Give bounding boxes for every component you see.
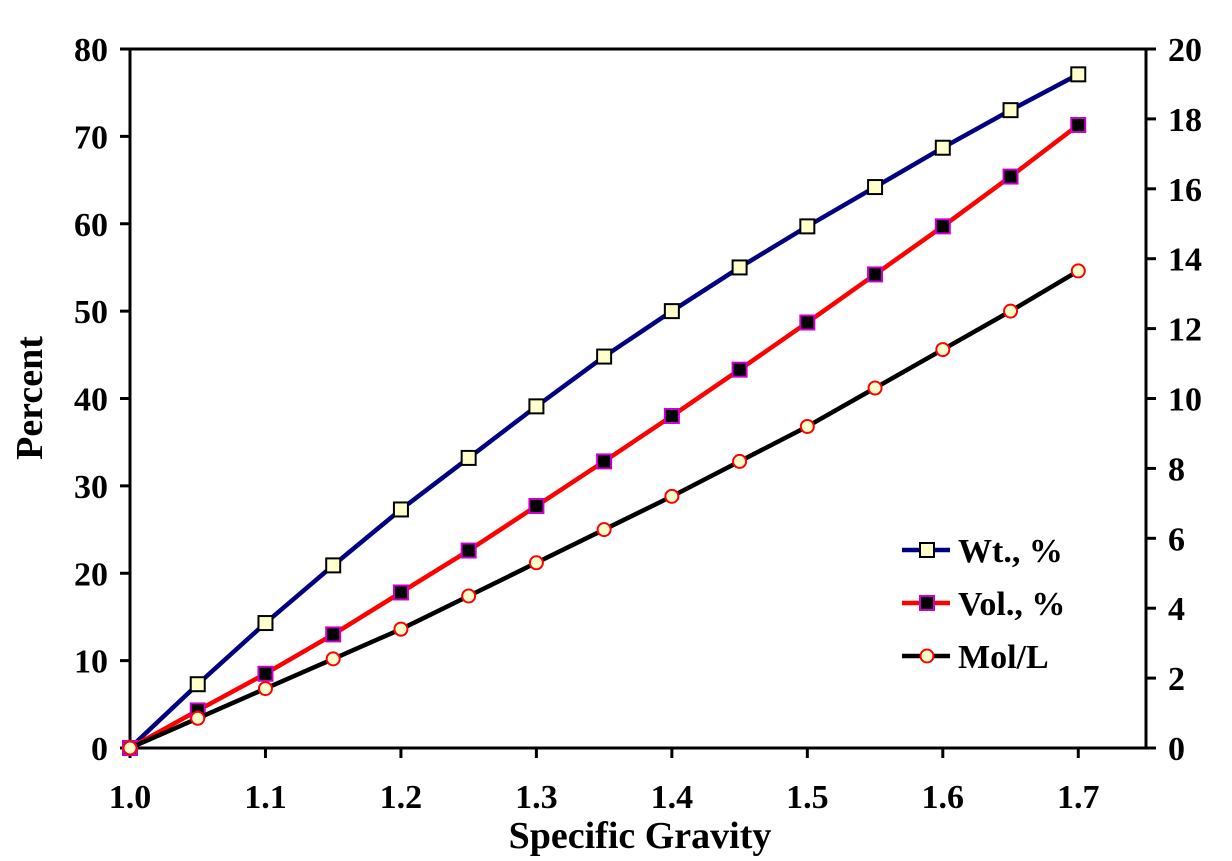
data-point — [596, 522, 612, 538]
y-tick-label: 40 — [74, 382, 108, 419]
legend-marker — [919, 595, 935, 611]
data-point — [731, 259, 748, 276]
data-point — [935, 342, 951, 358]
data-point — [867, 266, 884, 283]
data-point — [528, 497, 545, 514]
data-point — [732, 453, 748, 469]
data-point — [325, 651, 341, 667]
x-axis-title: Specific Gravity — [509, 815, 772, 857]
data-point — [528, 398, 545, 415]
data-point — [663, 407, 680, 424]
legend-label: Vol., % — [958, 586, 1065, 623]
y2-tick-label: 6 — [1168, 521, 1185, 558]
data-point — [460, 542, 477, 559]
data-point — [731, 361, 748, 378]
y2-tick-label: 0 — [1168, 731, 1185, 768]
data-point — [934, 139, 951, 156]
data-point — [122, 740, 138, 756]
legend-marker — [919, 648, 935, 664]
y2-tick-label: 14 — [1168, 242, 1202, 279]
legend-label: Wt., % — [958, 533, 1063, 570]
y-tick-label: 60 — [74, 207, 108, 244]
legend-entry: Vol., % — [902, 586, 1065, 623]
y2-tick-label: 2 — [1168, 661, 1185, 698]
data-point — [460, 449, 477, 466]
data-point — [392, 501, 409, 518]
data-point — [867, 380, 883, 396]
data-point — [190, 710, 206, 726]
y-tick-label: 0 — [91, 731, 108, 768]
right-axis: 0 2 4 6 8 10 12 14 16 18 20 — [1146, 32, 1202, 768]
legend-marker — [919, 542, 935, 558]
series-line — [128, 72, 1080, 750]
y-axis-title: Percent — [9, 336, 51, 460]
series-0 — [122, 66, 1087, 756]
x-tick-label: 1.5 — [786, 779, 829, 816]
y-tick-label: 80 — [74, 32, 108, 69]
data-point — [189, 676, 206, 693]
y2-tick-label: 20 — [1168, 32, 1202, 69]
data-point — [325, 557, 342, 574]
legend: Wt., % Vol., % Mol/L — [902, 533, 1065, 676]
data-point — [1002, 102, 1019, 119]
y-tick-label: 50 — [74, 294, 108, 331]
data-point — [799, 218, 816, 235]
data-point — [934, 218, 951, 235]
series-layer — [122, 66, 1087, 756]
x-tick-label: 1.7 — [1057, 779, 1100, 816]
data-point — [663, 303, 680, 320]
y-tick-label: 30 — [74, 469, 108, 506]
x-tick-label: 1.2 — [380, 779, 423, 816]
y2-tick-label: 4 — [1168, 591, 1185, 628]
data-point — [596, 453, 613, 470]
data-point — [528, 555, 544, 571]
y-tick-label: 70 — [74, 119, 108, 156]
y2-tick-label: 16 — [1168, 172, 1202, 209]
data-point — [867, 179, 884, 196]
data-point — [596, 348, 613, 365]
data-point — [799, 418, 815, 434]
data-point — [393, 621, 409, 637]
x-axis: 1.0 1.1 1.2 1.3 1.4 1.5 1.6 1.7 — [109, 748, 1100, 816]
data-point — [1002, 168, 1019, 185]
y2-tick-label: 8 — [1168, 451, 1185, 488]
series-1 — [122, 117, 1087, 756]
y-tick-label: 20 — [74, 556, 108, 593]
legend-label: Mol/L — [958, 639, 1049, 676]
data-point — [1070, 117, 1087, 134]
series-2 — [122, 263, 1086, 756]
x-tick-label: 1.4 — [651, 779, 694, 816]
y-tick-label: 10 — [74, 644, 108, 681]
x-tick-label: 1.1 — [244, 779, 287, 816]
y2-tick-label: 10 — [1168, 382, 1202, 419]
data-point — [1003, 303, 1019, 319]
legend-entry: Mol/L — [902, 639, 1049, 676]
data-point — [664, 488, 680, 504]
data-point — [257, 665, 274, 682]
y2-tick-label: 18 — [1168, 102, 1202, 139]
x-tick-label: 1.6 — [922, 779, 965, 816]
legend-entry: Wt., % — [902, 533, 1063, 570]
x-tick-label: 1.0 — [109, 779, 152, 816]
data-point — [799, 314, 816, 331]
data-point — [461, 588, 477, 604]
x-tick-label: 1.3 — [515, 779, 558, 816]
data-point — [392, 584, 409, 601]
data-point — [1070, 66, 1087, 83]
data-point — [325, 626, 342, 643]
data-point — [1070, 263, 1086, 279]
data-point — [257, 681, 273, 697]
left-axis: 0 10 20 30 40 50 60 70 80 — [74, 32, 130, 768]
y2-tick-label: 12 — [1168, 312, 1202, 349]
data-point — [257, 615, 274, 632]
